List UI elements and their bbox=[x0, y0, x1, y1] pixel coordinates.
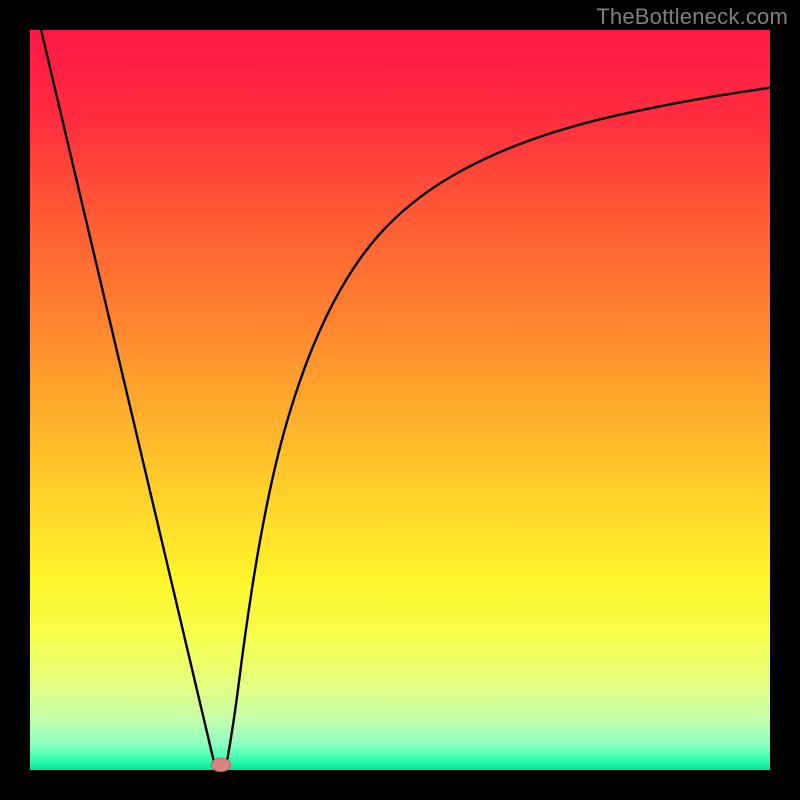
frame-border-right bbox=[770, 0, 800, 800]
chart-frame: TheBottleneck.com bbox=[0, 0, 800, 800]
frame-border-bottom bbox=[0, 770, 800, 800]
bottleneck-curve bbox=[30, 30, 770, 770]
watermark-text: TheBottleneck.com bbox=[596, 4, 788, 30]
minimum-marker bbox=[211, 758, 230, 771]
plot-area bbox=[30, 30, 770, 770]
frame-border-left bbox=[0, 0, 30, 800]
